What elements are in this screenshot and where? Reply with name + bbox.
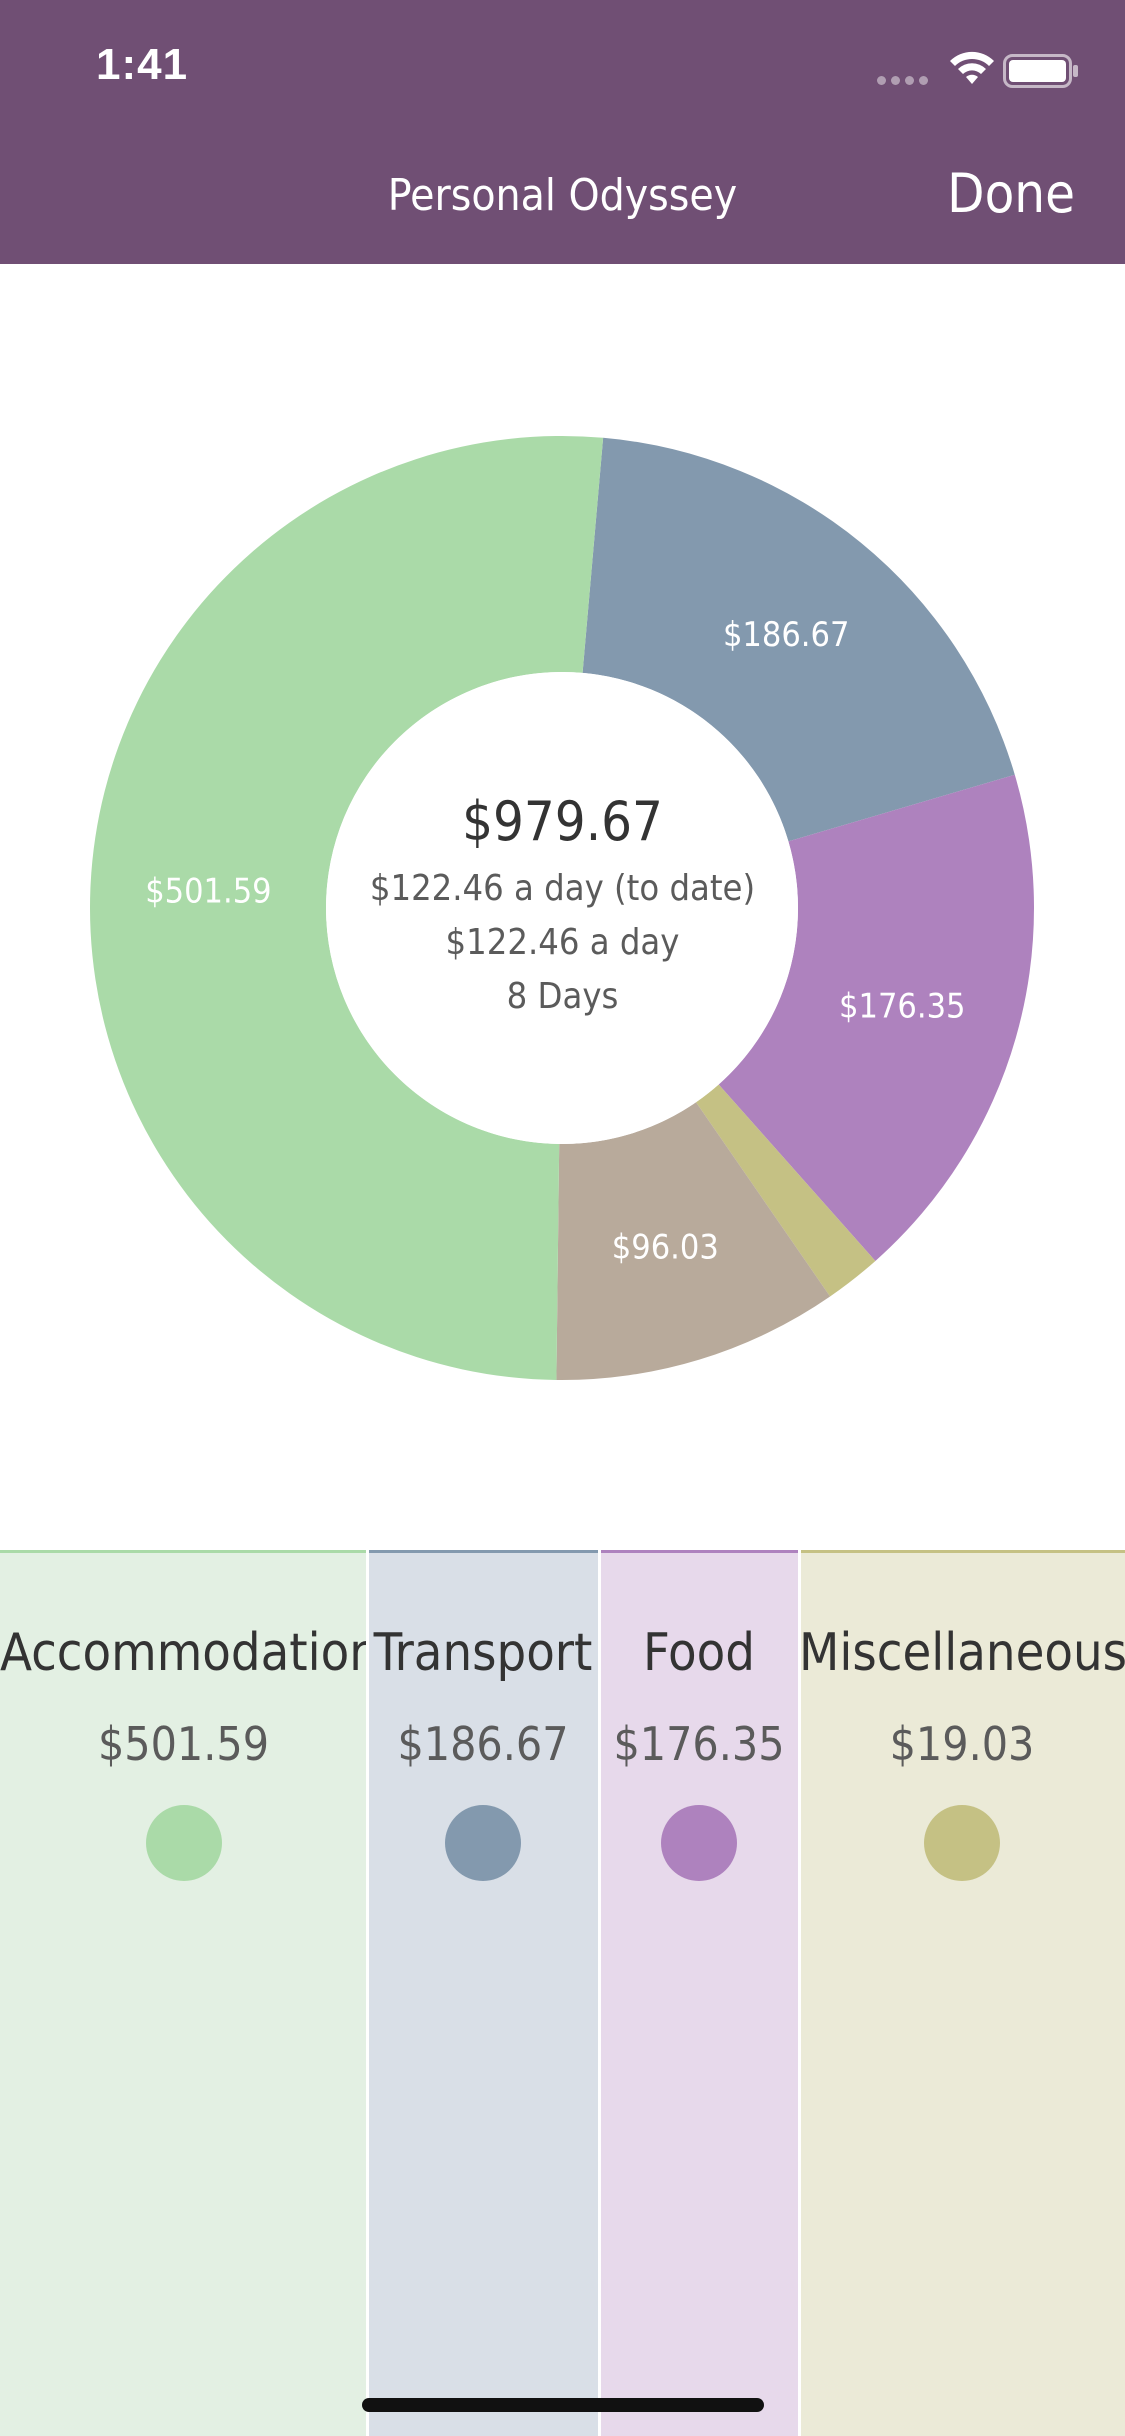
slice-value-label: $96.03 xyxy=(612,1228,719,1268)
wifi-icon xyxy=(950,51,994,84)
cellular-signal-icon xyxy=(877,76,929,86)
legend-color-dot xyxy=(445,1805,521,1881)
legend-item-transport[interactable]: Transport $186.67 xyxy=(367,1550,599,2436)
legend-amount: $19.03 xyxy=(889,1717,1035,1771)
battery-icon xyxy=(1003,54,1078,88)
nav-bar: 1:41 Personal Odyssey Done xyxy=(0,0,1125,264)
legend-amount: $186.67 xyxy=(397,1717,569,1771)
status-time: 1:41 xyxy=(96,40,189,89)
legend-item-accommodation[interactable]: Accommodation $501.59 xyxy=(0,1550,379,2436)
legend-name: Food xyxy=(643,1623,755,1683)
spending-donut-chart: $186.67 $176.35 $96.03 $501.59 xyxy=(0,264,1125,1550)
slice-value-label: $186.67 xyxy=(723,615,849,655)
donut-slice-transport[interactable] xyxy=(582,437,1015,842)
legend-amount: $501.59 xyxy=(97,1717,270,1771)
legend-name: Miscellaneous xyxy=(799,1623,1125,1683)
donut-svg: $186.67 $176.35 $96.03 $501.59 xyxy=(90,435,1034,1380)
total-amount: $979.67 xyxy=(462,790,663,853)
per-day: $122.46 a day xyxy=(445,922,680,963)
donut-slice-uncategorized[interactable] xyxy=(556,1102,831,1380)
legend-amount: $176.35 xyxy=(613,1717,785,1771)
legend-color-dot xyxy=(924,1805,1000,1881)
donut-hole xyxy=(326,672,798,1144)
page-title: Personal Odyssey xyxy=(387,170,738,221)
column-divider xyxy=(598,1550,601,2436)
legend-item-miscellaneous[interactable]: Miscellaneous $19.03 xyxy=(799,1550,1125,2436)
trip-days: 8 Days xyxy=(506,976,619,1017)
donut-slice-food[interactable] xyxy=(718,774,1034,1261)
column-divider xyxy=(366,1550,369,2436)
legend-name: Transport xyxy=(373,1623,593,1683)
per-day-to-date: $122.46 a day (to date) xyxy=(369,868,756,909)
slice-value-label: $501.59 xyxy=(145,871,271,911)
legend-name: Accommodation xyxy=(0,1623,379,1683)
legend-color-dot xyxy=(661,1805,737,1881)
done-button[interactable]: Done xyxy=(947,162,1075,225)
home-indicator[interactable] xyxy=(362,2398,764,2412)
column-divider xyxy=(798,1550,801,2436)
legend-color-dot xyxy=(145,1805,222,1881)
category-legend: Accommodation $501.59 Transport $186.67 … xyxy=(0,1550,1125,2436)
slice-value-label: $176.35 xyxy=(839,987,965,1027)
legend-item-food[interactable]: Food $176.35 xyxy=(599,1550,799,2436)
donut-slice-miscellaneous[interactable] xyxy=(696,1084,876,1297)
donut-slice-accommodation[interactable] xyxy=(90,435,604,1380)
